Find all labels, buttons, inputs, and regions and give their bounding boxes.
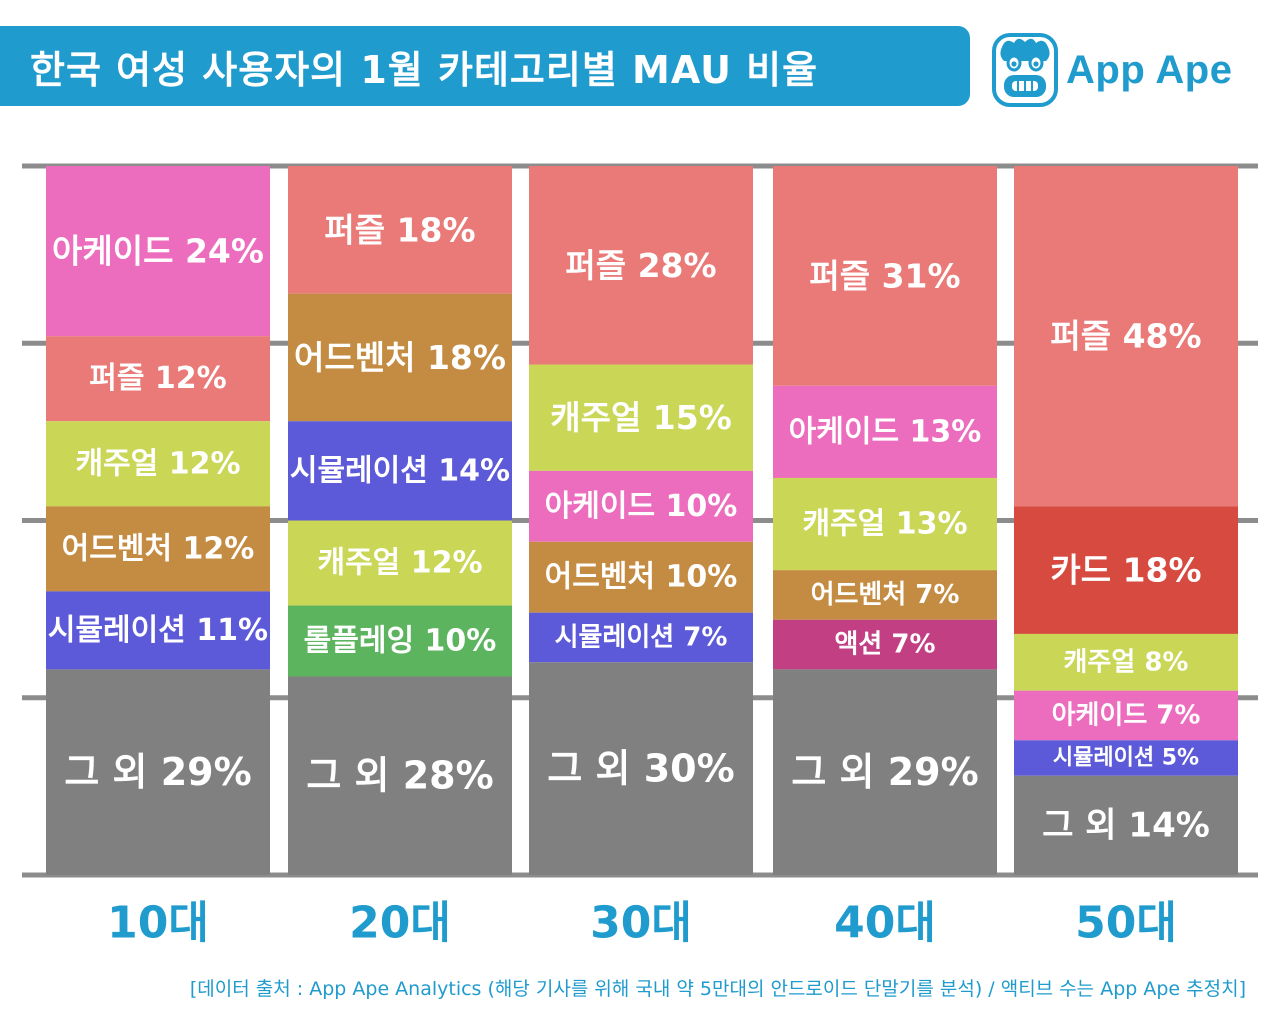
bar-segment [288, 520, 512, 606]
segment-label: 롤플레잉 10% [304, 624, 497, 659]
segment-label: 퍼즐 12% [89, 361, 226, 396]
x-tick-label: 10대 [107, 898, 209, 949]
bar-segment [1014, 506, 1238, 634]
bar-segment [288, 293, 512, 422]
bar-segment [529, 662, 753, 875]
segment-label: 아케이드 7% [1052, 700, 1201, 730]
bar-segment [288, 166, 512, 294]
segment-label: 액션 7% [834, 630, 935, 660]
segment-label: 퍼즐 48% [1050, 317, 1201, 356]
bar-segment [46, 336, 270, 422]
bar-segment [46, 669, 270, 875]
bar-segment [288, 676, 512, 875]
bar-segment [773, 619, 997, 670]
segment-label: 아케이드 24% [52, 232, 264, 271]
bar-segment [529, 470, 753, 542]
bar-segment [1014, 633, 1238, 691]
segment-label: 퍼즐 18% [324, 210, 475, 249]
bar-segment [46, 506, 270, 592]
bar-segment [529, 541, 753, 613]
segment-label: 카드 18% [1050, 551, 1201, 590]
segment-label: 어드벤처 7% [811, 580, 960, 610]
segment-label: 시뮬레이션 14% [290, 453, 510, 488]
segment-label: 캐주얼 12% [75, 446, 240, 481]
bar-segment [773, 669, 997, 875]
bar-segment [46, 421, 270, 507]
bar-segment [1014, 166, 1238, 507]
logo-text: App Ape [1066, 47, 1233, 92]
bar-segment [46, 591, 270, 670]
bar-segment [46, 166, 270, 337]
bar-segment [529, 166, 753, 365]
app-ape-logo: App Ape [992, 30, 1262, 110]
segment-label: 캐주얼 8% [1064, 647, 1189, 677]
segment-label: 시뮬레이션 11% [48, 613, 268, 648]
segment-label: 퍼즐 28% [565, 246, 716, 285]
bar-segment [773, 385, 997, 478]
bar-segment [288, 605, 512, 677]
segment-label: 캐주얼 12% [317, 546, 482, 581]
bar-segment [529, 364, 753, 471]
bar-segment [1014, 690, 1238, 741]
segment-label: 그 외 30% [547, 747, 734, 791]
segment-label: 그 외 29% [64, 750, 251, 794]
segment-label: 캐주얼 13% [802, 507, 967, 542]
x-tick-label: 50대 [1075, 898, 1177, 949]
bar-segment [1014, 740, 1238, 776]
x-tick-label: 40대 [834, 898, 936, 949]
segment-label: 캐주얼 15% [550, 398, 732, 437]
bar-segment [773, 570, 997, 620]
bar-segment [1014, 775, 1238, 875]
ape-face-icon [992, 33, 1058, 107]
segment-label: 어드벤처 18% [294, 338, 506, 377]
x-tick-label: 20대 [349, 898, 451, 949]
segment-label: 아케이드 13% [789, 414, 982, 449]
segment-label: 퍼즐 31% [809, 256, 960, 295]
segment-label: 어드벤처 10% [545, 560, 738, 595]
bar-segment [773, 166, 997, 386]
data-source-footnote: [데이터 출처 : App Ape Analytics (해당 기사를 위해 국… [189, 978, 1246, 1000]
segment-label: 그 외 14% [1042, 805, 1210, 845]
bar-segment [773, 477, 997, 571]
chart-title: 한국 여성 사용자의 1월 카테고리별 MAU 비율 [0, 26, 970, 106]
segment-label: 그 외 28% [306, 754, 493, 798]
bar-segment [288, 421, 512, 521]
segment-label: 아케이드 10% [545, 489, 738, 524]
segment-label: 그 외 29% [791, 750, 978, 794]
bar-segment [529, 612, 753, 663]
segment-label: 시뮬레이션 5% [1053, 746, 1199, 771]
segment-label: 시뮬레이션 7% [555, 622, 728, 652]
x-tick-label: 30대 [590, 898, 692, 949]
segment-label: 어드벤처 12% [62, 531, 255, 566]
